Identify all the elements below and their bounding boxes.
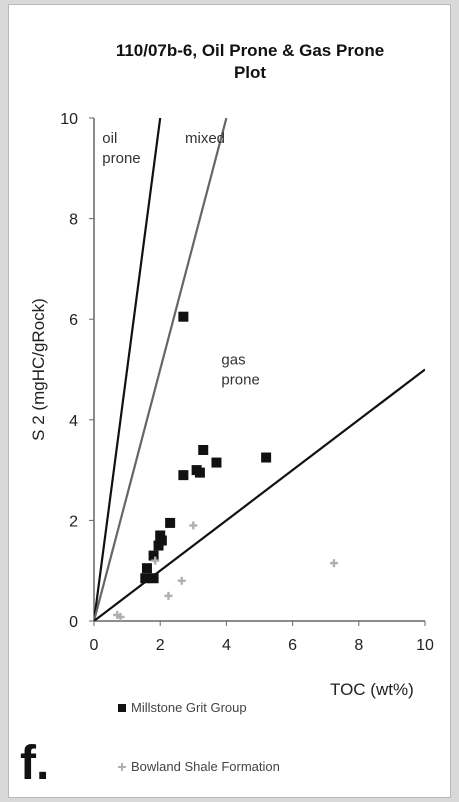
- region-label-2-0: gas: [221, 351, 245, 368]
- x-tick-label-0: 0: [90, 637, 99, 654]
- region-label-2-1: prone: [221, 371, 259, 388]
- x-tick-label-4: 8: [354, 637, 363, 654]
- panel-label: f.: [20, 737, 50, 790]
- y-tick-label-1: 2: [69, 513, 78, 530]
- x-tick-label-5: 10: [416, 637, 434, 654]
- bowland-point-0: [189, 521, 198, 530]
- legend-square-marker: [118, 703, 126, 712]
- bowland-point-1: [151, 556, 160, 565]
- millstone-point-7: [165, 517, 176, 528]
- millstone-point-11: [148, 550, 159, 561]
- chart-panel: [8, 4, 451, 798]
- x-tick-label-3: 6: [288, 637, 297, 654]
- millstone-point-8: [155, 530, 166, 541]
- bowland-point-6: [116, 612, 125, 621]
- region-label-0-0: oil: [102, 130, 117, 147]
- millstone-point-6: [261, 452, 272, 463]
- x-axis-label: TOC (wt%): [330, 680, 414, 699]
- y-tick-label-4: 8: [69, 212, 78, 229]
- bowland-point-3: [164, 591, 173, 600]
- boundary-line-2: [94, 368, 425, 621]
- y-tick-label-5: 10: [60, 111, 78, 128]
- y-axis-label: S 2 (mgHC/gRock): [29, 298, 48, 441]
- y-tick-label-3: 6: [69, 312, 78, 329]
- millstone-point-5: [211, 457, 222, 468]
- millstone-point-1: [198, 444, 209, 455]
- bowland-point-5: [113, 610, 122, 619]
- chart-title-line-1: 110/07b-6, Oil Prone & Gas Prone: [115, 41, 385, 60]
- y-tick-label-2: 4: [69, 413, 78, 430]
- region-label-1-0: mixed: [185, 130, 225, 147]
- bowland-point-2: [177, 576, 186, 585]
- legend-item-millstone: Millstone Grit Group: [118, 700, 247, 715]
- millstone-point-0: [178, 311, 189, 322]
- boundary-line-0: [94, 118, 162, 621]
- x-tick-label-2: 4: [222, 637, 231, 654]
- chart-title-line-2: Plot: [233, 63, 267, 82]
- legend-label-millstone: Millstone Grit Group: [131, 700, 247, 715]
- x-tick-label-1: 2: [156, 637, 165, 654]
- millstone-point-9: [156, 535, 167, 546]
- millstone-point-13: [140, 573, 151, 584]
- millstone-point-10: [153, 540, 164, 551]
- legend-label-bowland: Bowland Shale Formation: [131, 759, 280, 774]
- legend-item-bowland: Bowland Shale Formation: [118, 759, 280, 774]
- chart-title: 110/07b-6, Oil Prone & Gas Prone Plot: [40, 40, 459, 84]
- legend-cross-marker: [118, 762, 126, 771]
- bowland-point-4: [329, 559, 338, 568]
- region-label-0-1: prone: [102, 150, 140, 167]
- millstone-point-14: [148, 573, 159, 584]
- y-tick-label-0: 0: [69, 614, 78, 631]
- boundary-line-1: [94, 118, 228, 621]
- millstone-point-12: [141, 563, 152, 574]
- millstone-point-3: [194, 467, 205, 478]
- millstone-point-4: [178, 470, 189, 481]
